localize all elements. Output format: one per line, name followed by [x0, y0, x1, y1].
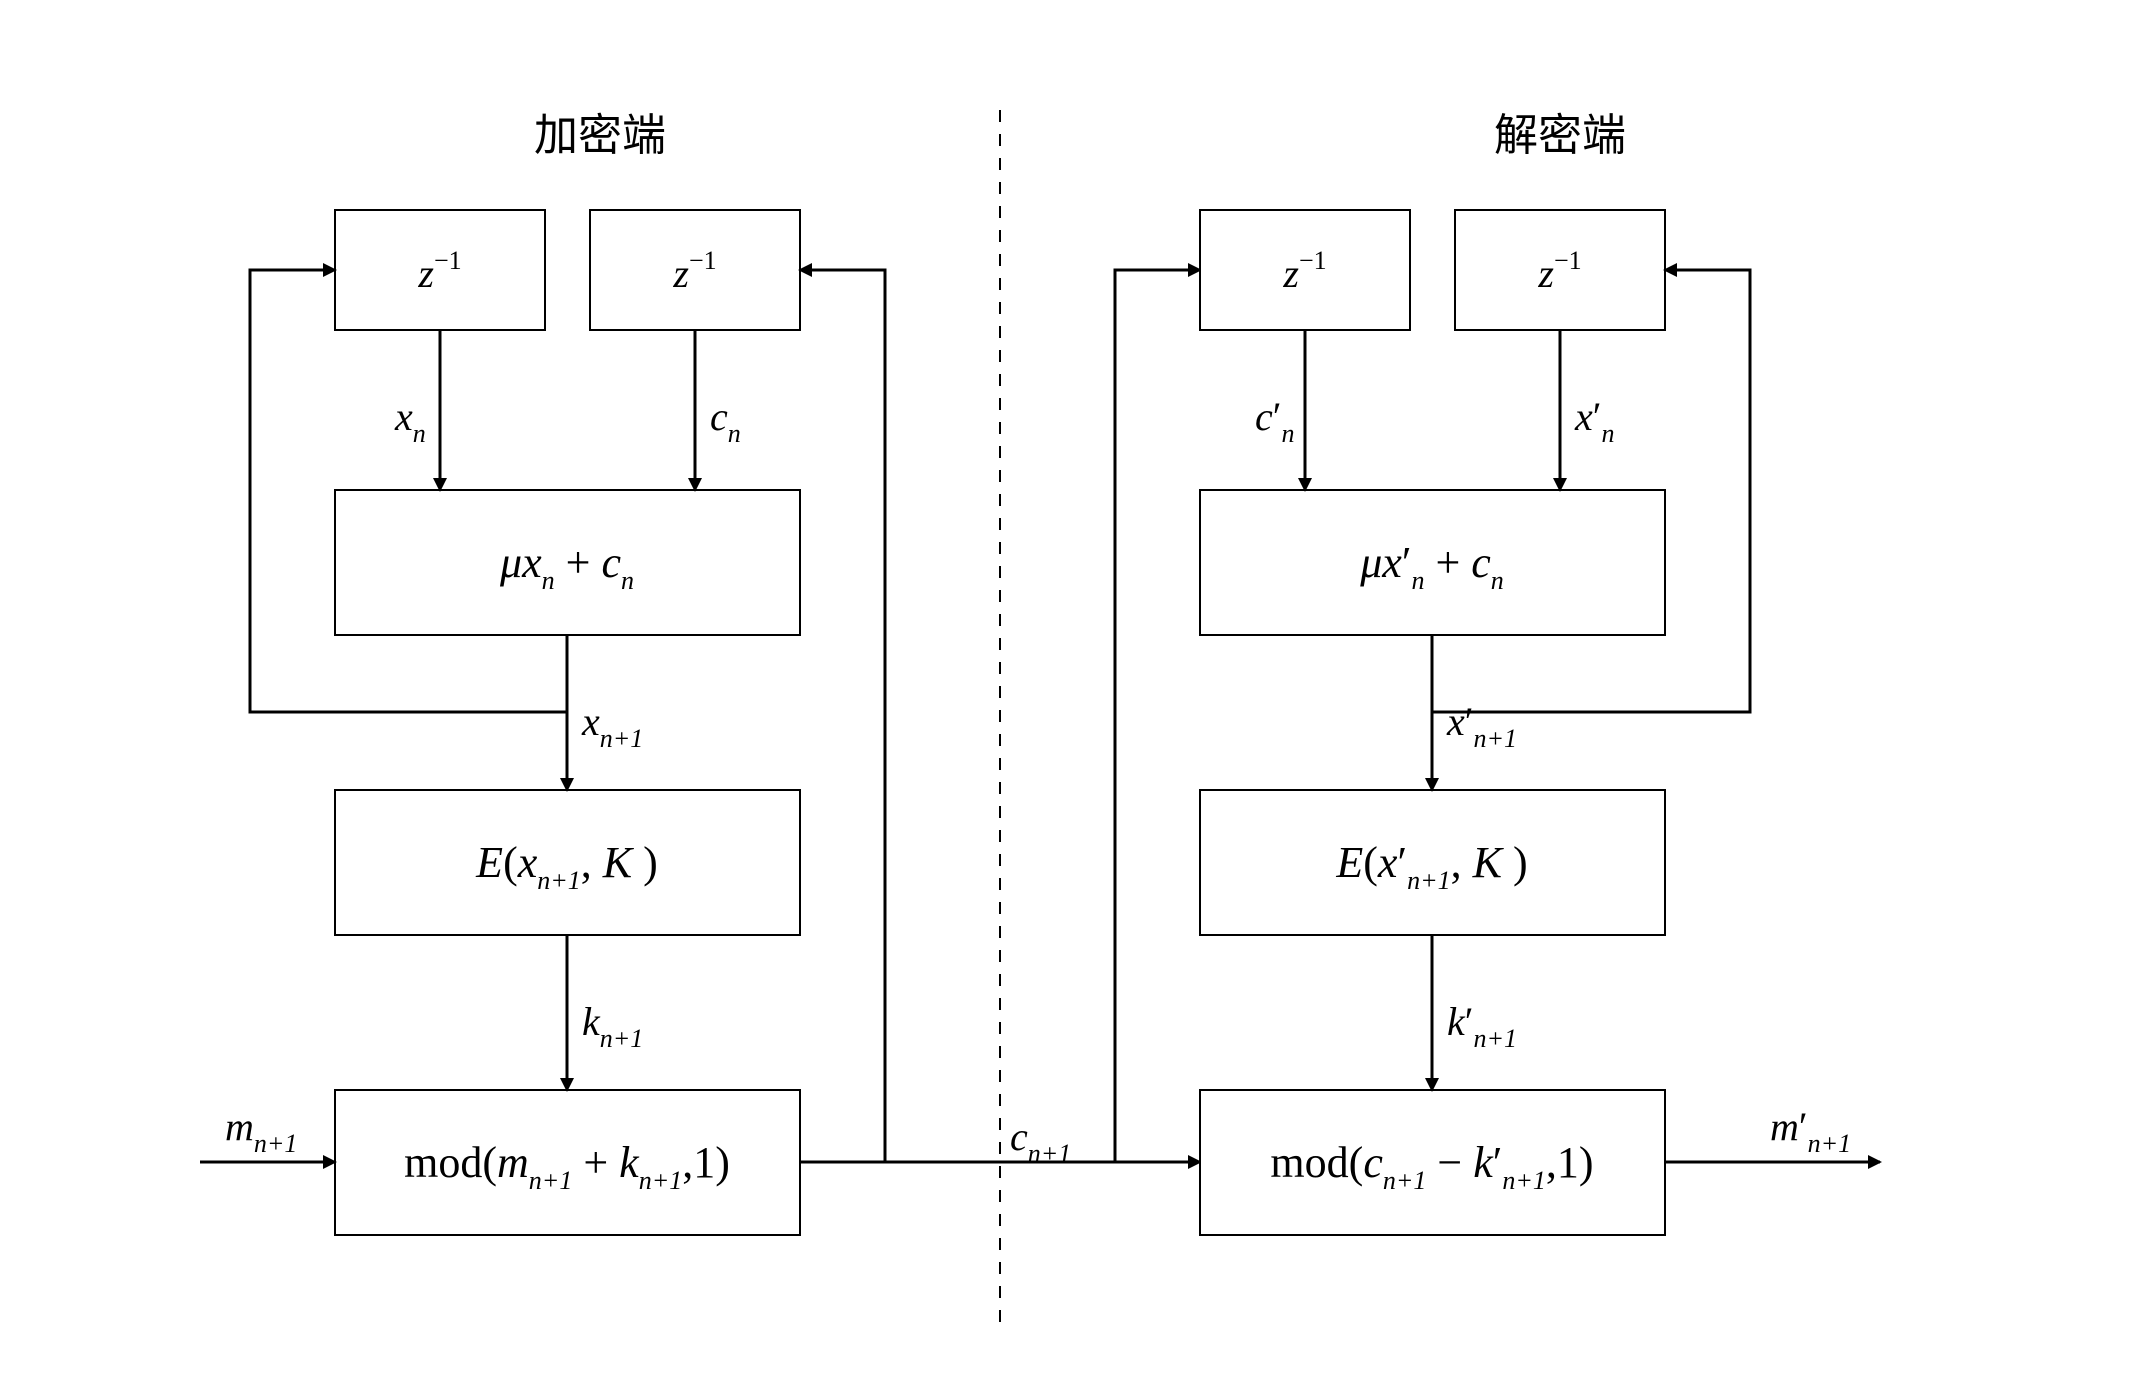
arrow-left-fb-c [800, 270, 885, 1162]
label-right-mn1: m′n+1 [1770, 1104, 1851, 1158]
label-left-mn1: mn+1 [225, 1104, 297, 1158]
label-right-cn: c′n [1255, 394, 1295, 448]
label-left-xn: xn [394, 394, 426, 448]
label-right-mu: μx′n + cn [1359, 538, 1504, 595]
label-left-cn1: cn+1 [1010, 1114, 1071, 1168]
arrow-right-fb-c [1115, 270, 1200, 1162]
label-right-kn1: k′n+1 [1447, 999, 1517, 1053]
label-right-mod: mod(cn+1 − k′n+1,1) [1270, 1138, 1593, 1195]
title-decrypt: 解密端 [1494, 111, 1626, 160]
encryption-decryption-flowchart: 加密端 解密端 z−1 z−1 μxn + cn E(xn+1, K ) mod… [0, 0, 2133, 1371]
box-left-E [335, 790, 800, 935]
title-encrypt: 加密端 [534, 111, 666, 160]
label-right-xn1: x′n+1 [1446, 699, 1517, 753]
label-left-mu: μxn + cn [499, 538, 634, 595]
label-left-cn: cn [710, 394, 741, 448]
label-right-xn: x′n [1574, 394, 1615, 448]
label-left-kn1: kn+1 [582, 999, 643, 1053]
label-left-xn1: xn+1 [581, 699, 643, 753]
box-right-E [1200, 790, 1665, 935]
